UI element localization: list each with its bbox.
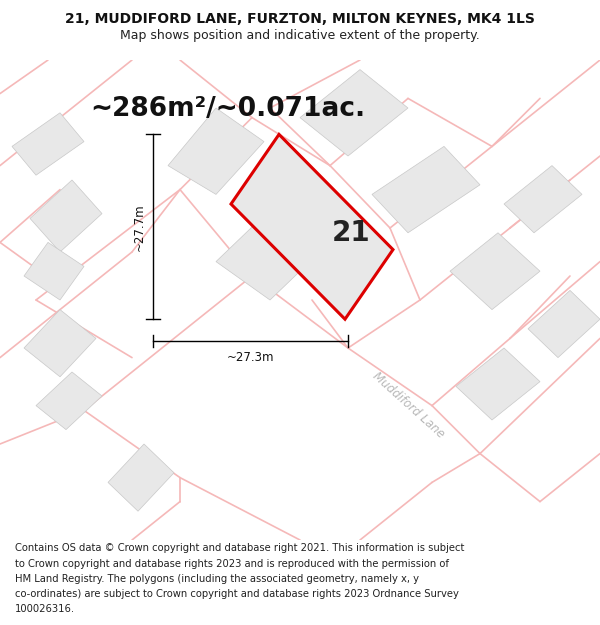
Text: Map shows position and indicative extent of the property.: Map shows position and indicative extent… bbox=[120, 29, 480, 42]
Polygon shape bbox=[168, 108, 264, 194]
Text: 21, MUDDIFORD LANE, FURZTON, MILTON KEYNES, MK4 1LS: 21, MUDDIFORD LANE, FURZTON, MILTON KEYN… bbox=[65, 12, 535, 26]
Text: 21: 21 bbox=[332, 219, 370, 247]
Polygon shape bbox=[216, 204, 330, 300]
Text: 100026316.: 100026316. bbox=[15, 604, 75, 614]
Text: Muddiford Lane: Muddiford Lane bbox=[370, 370, 446, 441]
Polygon shape bbox=[300, 69, 408, 156]
Polygon shape bbox=[528, 291, 600, 357]
Polygon shape bbox=[450, 232, 540, 309]
Polygon shape bbox=[108, 444, 174, 511]
Text: co-ordinates) are subject to Crown copyright and database rights 2023 Ordnance S: co-ordinates) are subject to Crown copyr… bbox=[15, 589, 459, 599]
Text: HM Land Registry. The polygons (including the associated geometry, namely x, y: HM Land Registry. The polygons (includin… bbox=[15, 574, 419, 584]
Text: ~27.7m: ~27.7m bbox=[133, 203, 146, 251]
Polygon shape bbox=[231, 134, 393, 319]
Text: to Crown copyright and database rights 2023 and is reproduced with the permissio: to Crown copyright and database rights 2… bbox=[15, 559, 449, 569]
Polygon shape bbox=[372, 146, 480, 232]
Polygon shape bbox=[24, 309, 96, 377]
Polygon shape bbox=[12, 112, 84, 175]
Polygon shape bbox=[36, 372, 102, 429]
Polygon shape bbox=[24, 242, 84, 300]
Polygon shape bbox=[30, 180, 102, 252]
Text: ~27.3m: ~27.3m bbox=[227, 351, 274, 364]
Text: ~286m²/~0.071ac.: ~286m²/~0.071ac. bbox=[91, 96, 365, 122]
Polygon shape bbox=[456, 348, 540, 420]
Polygon shape bbox=[504, 166, 582, 232]
Text: Contains OS data © Crown copyright and database right 2021. This information is : Contains OS data © Crown copyright and d… bbox=[15, 543, 464, 553]
